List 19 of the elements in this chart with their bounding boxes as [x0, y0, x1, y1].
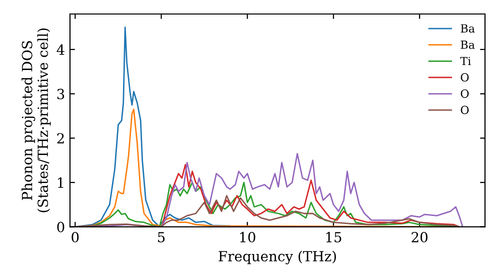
- x-tick-label: 10: [240, 232, 256, 242]
- y-tick-label: 1: [58, 177, 64, 188]
- x-tick-label: 20: [412, 232, 428, 242]
- legend-label: Ba: [460, 40, 475, 49]
- legend-label: O: [460, 73, 469, 82]
- x-tick-label: 5: [158, 232, 165, 242]
- y-axis-title: Phonon projected DOS (States/THz·primitive cell): [22, 28, 51, 212]
- legend-label: O: [460, 89, 469, 98]
- legend-label: O: [460, 106, 469, 114]
- y-tick-label: 2: [57, 133, 64, 144]
- x-axis-title: Frequency (THz): [218, 250, 336, 264]
- y-tick-label: 3: [57, 88, 64, 100]
- legend-label: Ba: [460, 24, 475, 33]
- legend-label: Ti: [460, 56, 471, 66]
- y-tick-label: 4: [56, 44, 64, 55]
- x-tick-label: 0: [72, 232, 79, 242]
- x-tick-label: 15: [326, 232, 342, 242]
- line-series: [162, 164, 460, 227]
- y-tick-label: 0: [57, 222, 64, 232]
